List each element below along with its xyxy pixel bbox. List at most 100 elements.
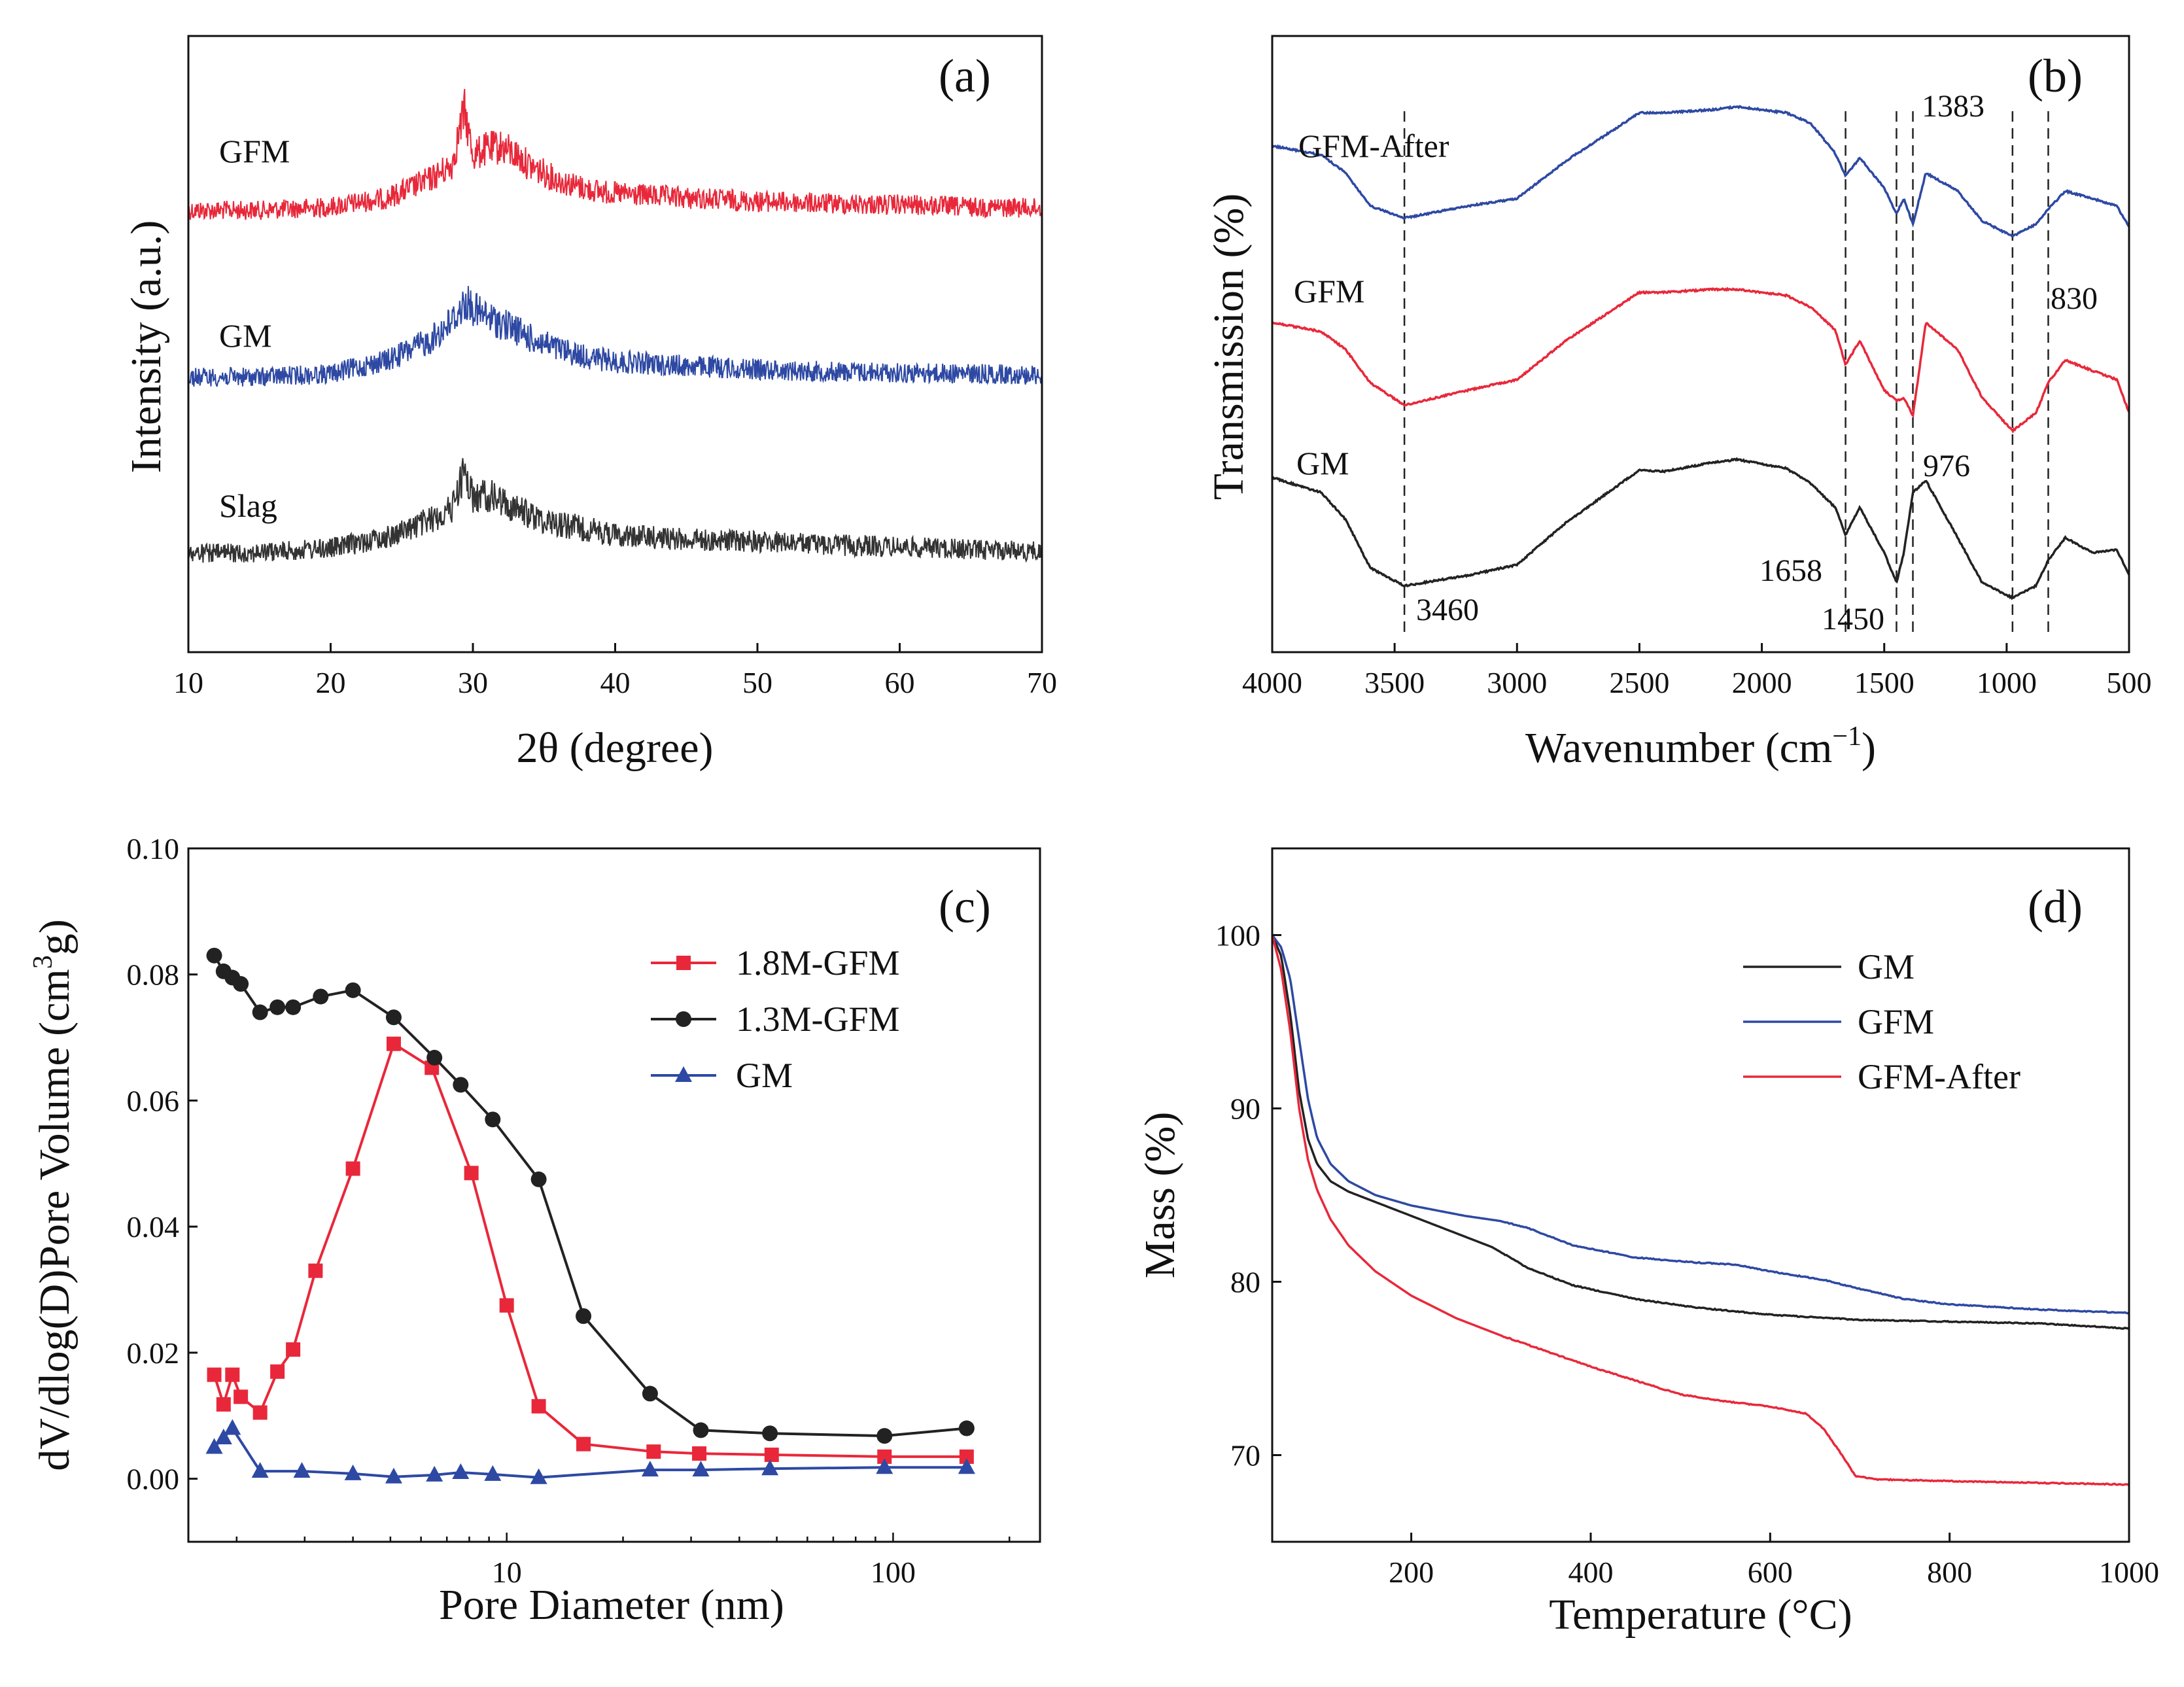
c-legend-entry: 1.8M-GFM	[736, 943, 900, 983]
b-panel-label: (b)	[2028, 50, 2083, 102]
c-point-13m-gfm	[762, 1425, 778, 1442]
a-curves	[188, 88, 1043, 563]
c-point-gm	[761, 1459, 779, 1476]
c-point-gm	[484, 1465, 502, 1481]
c-point-18m-gfm	[531, 1399, 546, 1414]
b-x-tick-label: 1500	[1854, 666, 1915, 699]
c-point-gm	[876, 1458, 893, 1474]
a-x-tick-label: 20	[316, 666, 346, 699]
panel-d-tga: 200 400 600 800 1000 70 80 90 100 (d) GM GFM GFM-A…	[1136, 847, 2159, 1639]
d-curves	[1271, 934, 2130, 1486]
a-x-tick-label: 30	[458, 666, 488, 699]
d-y-tick-label: 70	[1230, 1439, 1260, 1472]
c-y-tick-label: 0.04	[127, 1210, 180, 1244]
c-point-18m-gfm	[646, 1444, 661, 1459]
c-point-gm	[958, 1458, 975, 1474]
c-point-gm	[692, 1461, 710, 1477]
b-x-axis-label: Wavenumber (cm−1)	[1525, 722, 1876, 772]
c-point-18m-gfm	[207, 1367, 222, 1382]
c-point-13m-gfm	[313, 988, 329, 1005]
c-point-18m-gfm	[877, 1449, 892, 1464]
c-point-gm	[293, 1462, 311, 1478]
c-x-tick-label: 10	[492, 1556, 522, 1589]
d-axis-ticks: 200 400 600 800 1000 70 80 90 100	[1215, 919, 2159, 1590]
d-legend-entry: GFM-After	[1858, 1057, 2020, 1096]
c-point-18m-gfm	[225, 1367, 240, 1382]
c-point-18m-gfm	[764, 1448, 779, 1463]
b-peak-marker-lines	[1403, 111, 2049, 638]
c-point-18m-gfm	[576, 1436, 591, 1452]
b-curves	[1271, 105, 2130, 600]
c-point-gm	[215, 1429, 232, 1444]
a-series-slag-line	[188, 458, 1043, 563]
panel-a-xrd: 10 20 30 40 50 60 70 (a) GFM GM Slag 2θ (degre…	[122, 35, 1057, 772]
c-point-13m-gfm	[252, 1004, 268, 1020]
d-y-tick-label: 80	[1230, 1266, 1260, 1299]
d-x-tick-label: 800	[1927, 1556, 1972, 1589]
c-point-18m-gfm	[270, 1364, 285, 1379]
b-series-gm-line	[1272, 457, 2130, 600]
c-axis-ticks: 0.00 0.02 0.04 0.06 0.08 0.10 10 100	[127, 832, 1011, 1589]
a-x-tick-label: 10	[173, 666, 203, 699]
c-point-18m-gfm	[234, 1389, 249, 1404]
d-y-axis-label: Mass (%)	[1136, 1112, 1184, 1279]
panel-b-ftir: 4000 3500 3000 2500 2000 1500 1000 500 (b) GFM-…	[1205, 35, 2152, 772]
c-plot-frame	[187, 847, 1041, 1543]
d-panel-label: (d)	[2028, 880, 2083, 933]
c-point-13m-gfm	[269, 999, 286, 1015]
b-x-tick-label: 1000	[1977, 666, 2037, 699]
d-legend-entry: GFM	[1858, 1002, 1934, 1041]
c-point-13m-gfm	[693, 1422, 709, 1438]
c-y-tick-label: 0.08	[127, 958, 180, 992]
c-point-13m-gfm	[285, 999, 302, 1015]
a-series-gm-line	[188, 286, 1043, 387]
a-x-tick-label: 70	[1027, 666, 1057, 699]
b-x-tick-label: 2500	[1609, 666, 1669, 699]
d-x-tick-label: 200	[1389, 1556, 1434, 1589]
c-point-18m-gfm	[286, 1342, 301, 1357]
d-x-tick-label: 400	[1568, 1556, 1613, 1589]
b-x-tick-label: 500	[2107, 666, 2152, 699]
c-x-tick-label: 100	[871, 1556, 916, 1589]
d-series-gm-line	[1271, 934, 2129, 1330]
c-point-18m-gfm	[464, 1166, 479, 1181]
c-legend-swatch-marker	[676, 1011, 691, 1027]
d-legend-entry: GM	[1858, 947, 1915, 986]
a-y-axis-label: Intensity (a.u.)	[122, 220, 170, 474]
b-peak-label-3460: 3460	[1416, 593, 1479, 627]
c-point-18m-gfm	[252, 1405, 268, 1420]
b-x-tick-label: 3000	[1487, 666, 1547, 699]
d-series-gfm-after-line	[1271, 935, 2130, 1486]
b-peak-label-830: 830	[2051, 281, 2098, 316]
c-point-18m-gfm	[345, 1161, 360, 1176]
c-x-axis-label: Pore Diameter (nm)	[439, 1581, 784, 1629]
c-point-13m-gfm	[453, 1077, 469, 1093]
b-label-gm: GM	[1296, 445, 1349, 481]
c-point-13m-gfm	[385, 1009, 402, 1026]
a-series-gfm-line	[188, 88, 1043, 220]
c-point-gm	[530, 1468, 547, 1484]
b-label-gfm-after: GFM-After	[1298, 128, 1449, 164]
c-y-tick-label: 0.02	[127, 1336, 180, 1370]
b-peak-label-1383: 1383	[1922, 89, 1985, 124]
b-series-gfm-after-line	[1271, 105, 2130, 238]
c-point-13m-gfm	[206, 947, 222, 964]
panel-c-pore-size: 0.00 0.02 0.04 0.06 0.08 0.10 10 100 (c) 1.8M-G…	[28, 832, 1041, 1629]
a-x-tick-label: 40	[600, 666, 631, 699]
c-point-13m-gfm	[958, 1420, 975, 1436]
c-point-gm	[344, 1464, 362, 1480]
c-point-18m-gfm	[308, 1263, 323, 1278]
c-point-gm	[385, 1467, 402, 1484]
c-point-13m-gfm	[233, 976, 249, 992]
b-x-ticks: 4000 3500 3000 2500 2000 1500 1000 500	[1242, 643, 2152, 699]
c-point-gm	[426, 1465, 443, 1482]
d-plot-frame	[1271, 847, 2130, 1543]
c-y-tick-label: 0.10	[127, 832, 180, 865]
c-point-gm	[452, 1463, 470, 1479]
c-y-tick-label: 0.00	[127, 1463, 180, 1496]
b-series-gfm-line	[1272, 287, 2130, 434]
c-point-13m-gfm	[530, 1171, 547, 1187]
c-point-13m-gfm	[485, 1111, 501, 1128]
c-y-tick-label: 0.06	[127, 1084, 180, 1117]
